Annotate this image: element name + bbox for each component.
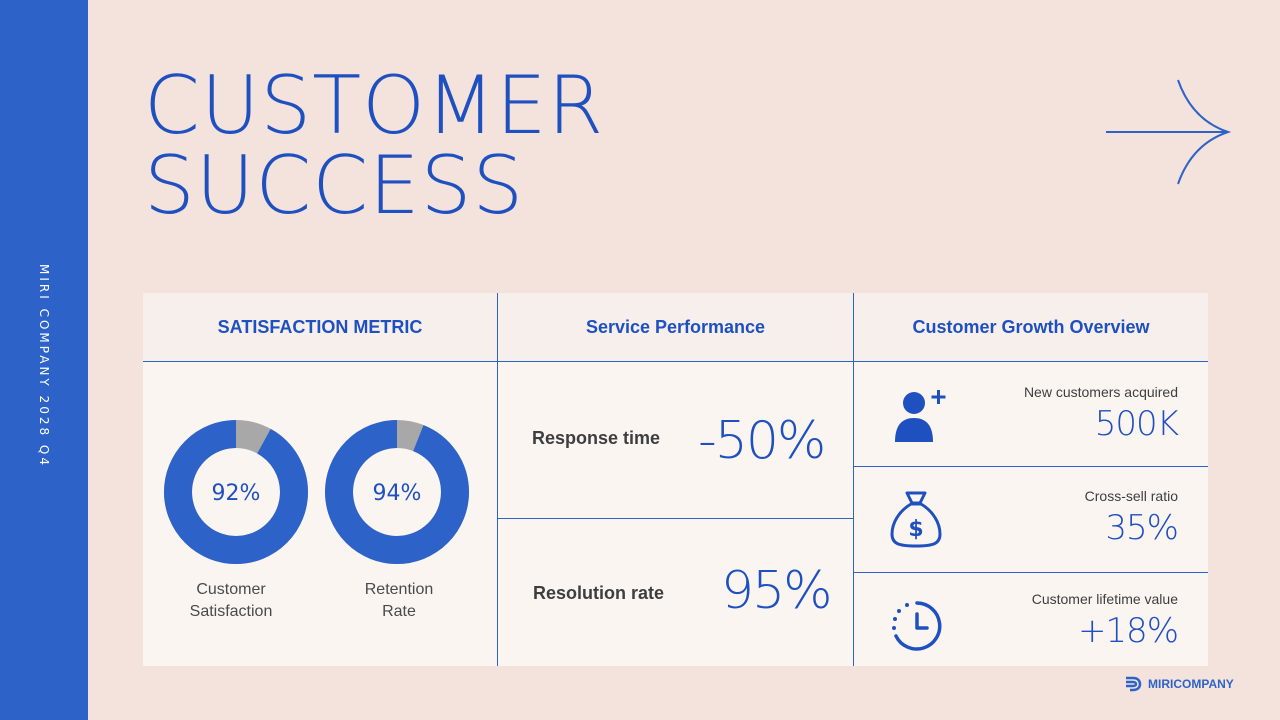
donut-value-label: 92% [212,481,261,506]
metric-value-response-time: -50% [698,411,826,471]
growth-value-new-customers: 500K [1094,404,1179,444]
growth-value-cross-sell: 35% [1105,508,1179,548]
brand-mark: MIRICOMPANY [1124,676,1234,692]
column-heading-performance: Service Performance [585,316,766,337]
growth-label-new-customers: New customers acquired [1023,384,1178,400]
row-divider [853,466,1208,467]
clock-history-icon [892,601,942,651]
column-divider [853,293,854,666]
table-header [143,293,1208,361]
donut-chart-retention-rate: 94% [325,420,469,564]
growth-value-lifetime-value: +18% [1077,611,1179,651]
donut-chart-customer-satisfaction: 92% [164,420,308,564]
money-bag-icon: $ [890,491,942,548]
sidebar: MIRI COMPANY 2028 Q4 [0,0,88,720]
column-divider [497,293,498,666]
column-heading-satisfaction: SATISFACTION METRIC [217,316,423,337]
header-divider [143,361,1208,362]
metric-label-response-time: Response time [532,428,661,448]
title-line-1: CUSTOMER [144,59,605,152]
brand-name: MIRICOMPANY [1148,677,1234,691]
donut-value-arc [164,420,308,564]
donut-value-label: 94% [373,481,422,506]
donut-caption-customer-satisfaction: Customer Satisfaction [189,581,273,620]
page-title: CUSTOMER SUCCESS [144,66,604,226]
donut-value-arc [325,420,469,564]
metric-value-resolution-rate: 95% [721,561,833,621]
metric-label-resolution-rate: Resolution rate [533,583,665,603]
row-divider [853,572,1208,573]
column-heading-growth: Customer Growth Overview [912,316,1150,337]
growth-label-lifetime-value: Customer lifetime value [1031,591,1178,607]
add-user-icon [895,390,946,442]
title-line-2: SUCCESS [144,139,525,232]
sidebar-text: MIRI COMPANY 2028 Q4 [37,264,51,468]
svg-text:$: $ [908,517,923,542]
metrics-table: SATISFACTION METRIC Service Performance … [143,293,1208,666]
row-divider [497,518,853,519]
growth-label-cross-sell: Cross-sell ratio [1084,488,1178,504]
arrow-right-icon [1106,79,1232,185]
logo-icon [1126,676,1142,692]
donut-caption-retention-rate: Retention Rate [364,581,434,620]
